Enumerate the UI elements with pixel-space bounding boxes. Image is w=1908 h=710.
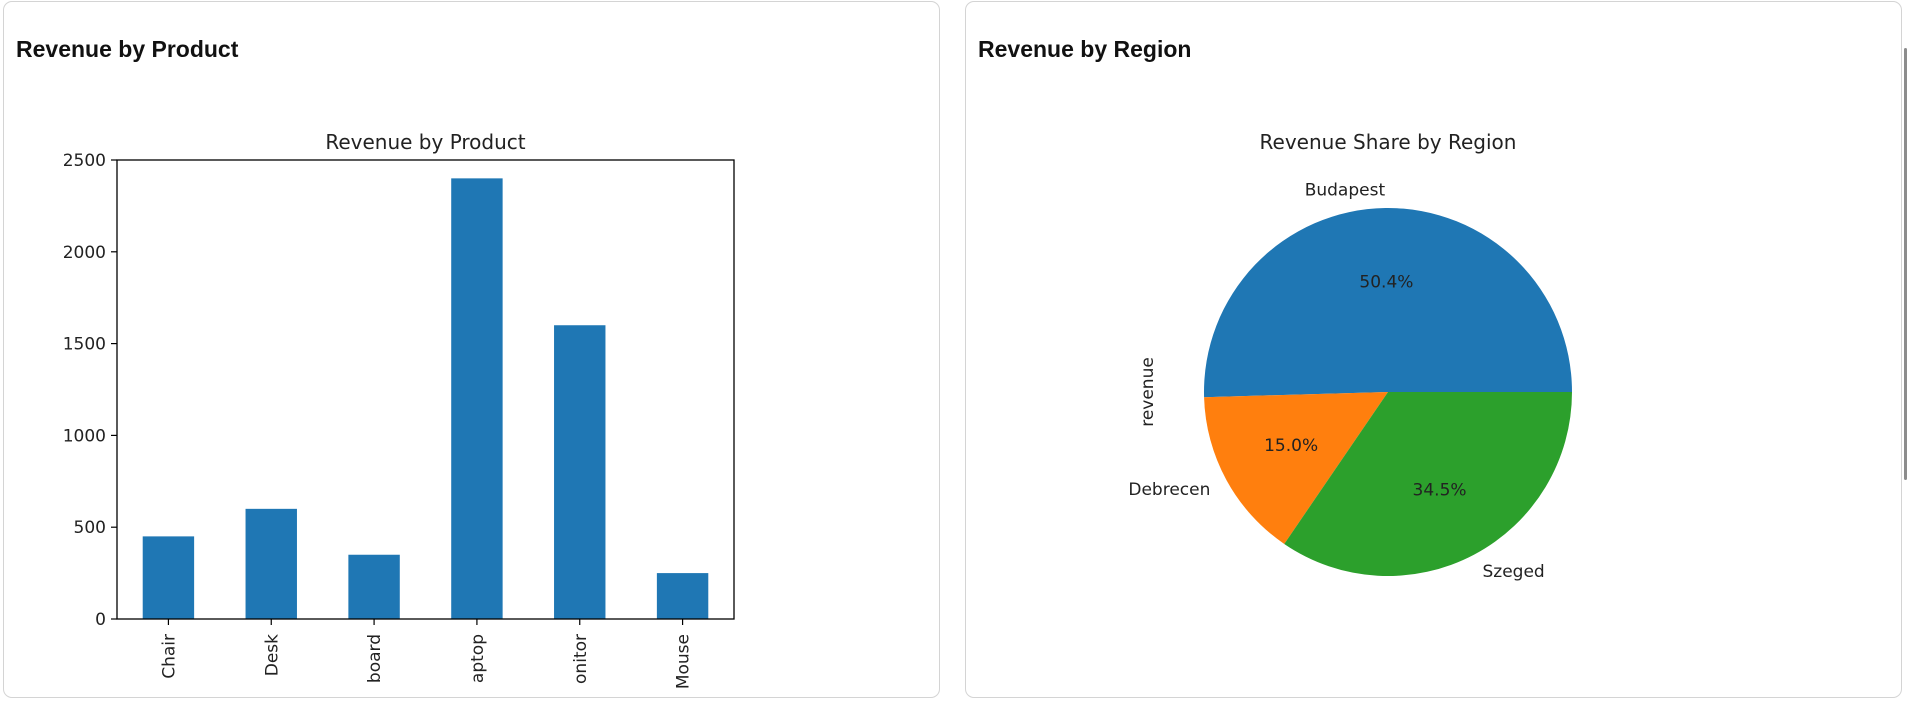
x-tick-label: board bbox=[365, 634, 385, 683]
page-scrollbar[interactable] bbox=[1904, 48, 1907, 480]
y-tick-label: 2500 bbox=[63, 151, 106, 171]
bar-desk bbox=[245, 508, 297, 619]
pie-slice-debrecen bbox=[1204, 392, 1388, 544]
y-tick-label: 1000 bbox=[63, 426, 106, 446]
bar-onitor bbox=[554, 325, 606, 619]
product-card-title: Revenue by Product bbox=[16, 36, 239, 62]
pie-y-label: revenue bbox=[1138, 357, 1158, 427]
pie-pct-label: 15.0% bbox=[1264, 436, 1318, 456]
pie-pct-label: 50.4% bbox=[1359, 273, 1413, 293]
bar-plot-frame bbox=[116, 159, 735, 620]
bar-aptop bbox=[451, 178, 503, 620]
pie-pct-label: 34.5% bbox=[1413, 481, 1467, 501]
region-chart-card: Revenue by Region Revenue Share by Regio… bbox=[965, 1, 1902, 698]
x-tick-label: Chair bbox=[159, 634, 179, 679]
bar-mouse bbox=[656, 573, 709, 619]
x-tick-label: Desk bbox=[262, 634, 282, 676]
x-tick-label: Mouse bbox=[674, 634, 694, 689]
pie-slice-szeged bbox=[1284, 392, 1572, 577]
region-card-title: Revenue by Region bbox=[978, 36, 1192, 62]
product-bar-chart: Revenue by Product 0 500 1000 1500 2000 2500 Ch… bbox=[63, 130, 735, 689]
y-tick-label: 1500 bbox=[63, 335, 106, 355]
product-chart-card: Revenue by Product Revenue by Product 0 50… bbox=[3, 1, 940, 698]
y-tick-label: 0 bbox=[95, 610, 106, 630]
pie-slice-label: Debrecen bbox=[1128, 480, 1210, 500]
x-tick-label: aptop bbox=[468, 634, 488, 683]
pie-slice-budapest bbox=[1204, 208, 1572, 398]
bar-chair bbox=[142, 536, 195, 619]
bar-chart-title: Revenue by Product bbox=[325, 130, 525, 154]
pie-slice-label: Szeged bbox=[1483, 562, 1545, 582]
y-tick-label: 500 bbox=[74, 518, 106, 538]
pie-slice-label: Budapest bbox=[1305, 181, 1386, 201]
bar-board bbox=[348, 554, 400, 619]
pie-chart-title: Revenue Share by Region bbox=[1260, 130, 1517, 154]
y-tick-label: 2000 bbox=[63, 243, 106, 263]
region-pie-chart: Revenue Share by Region revenue 50.4% Budap… bbox=[1128, 130, 1572, 582]
x-tick-label: onitor bbox=[571, 634, 591, 684]
